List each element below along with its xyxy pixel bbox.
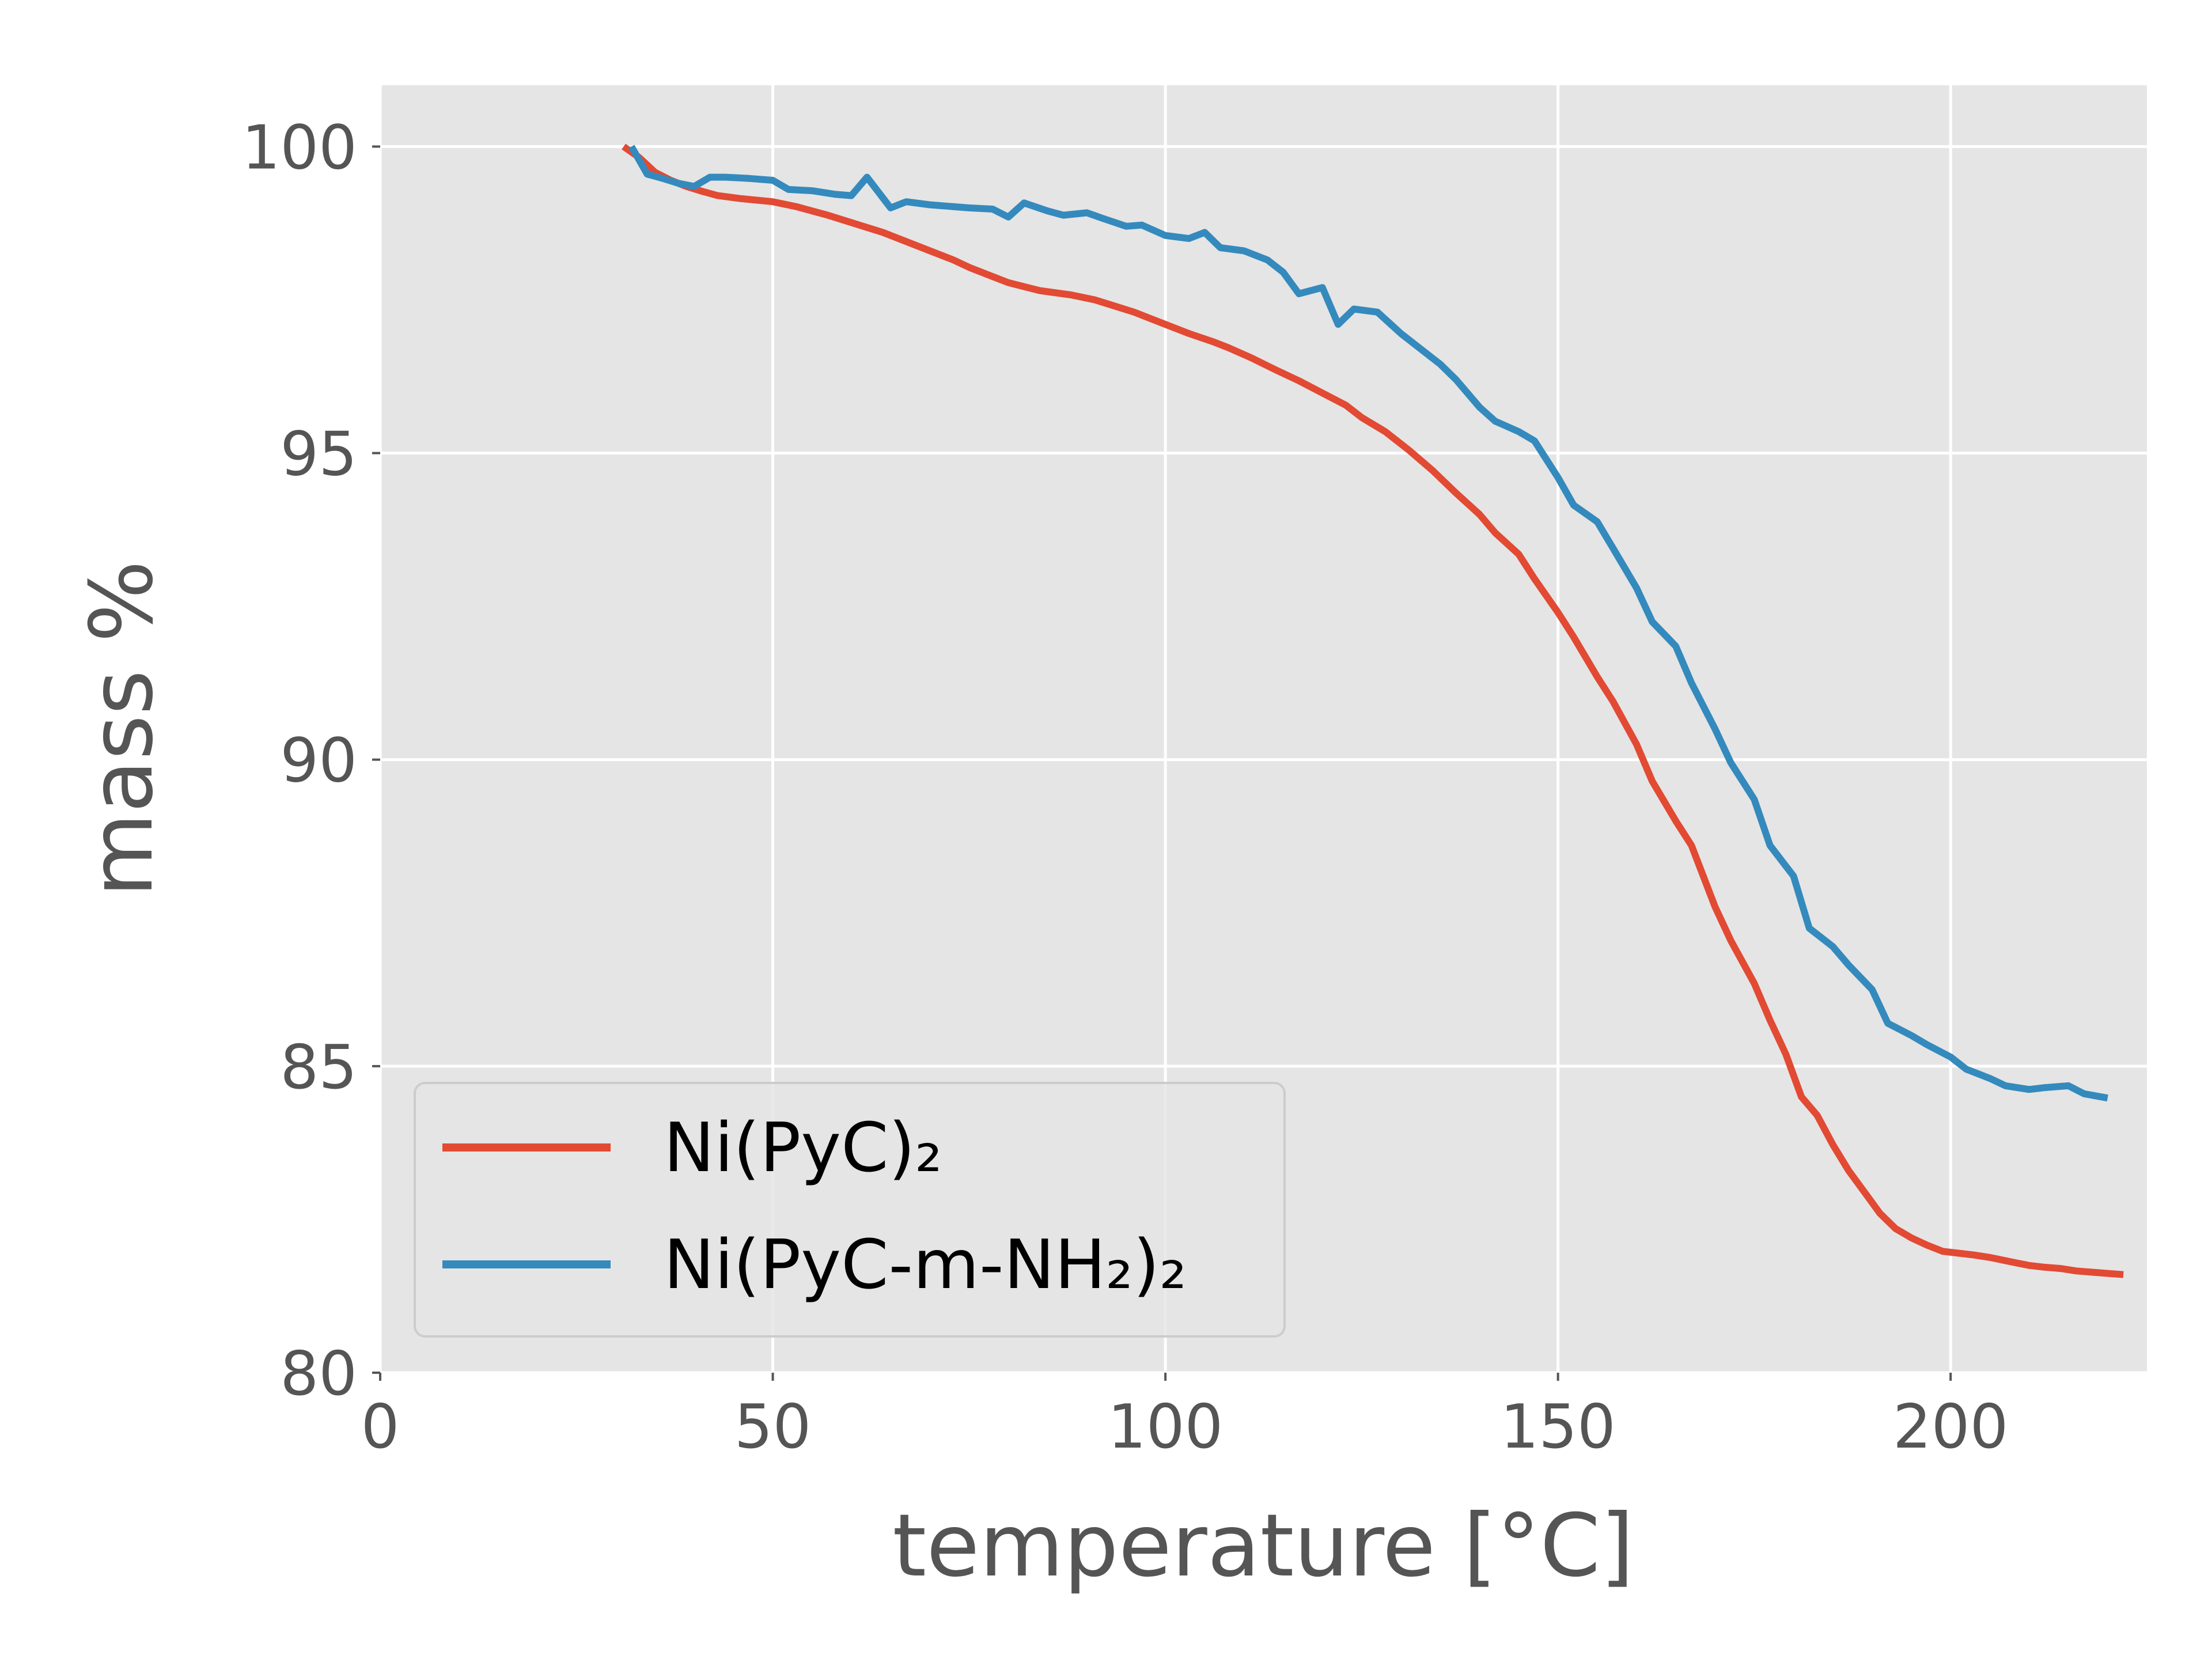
x-axis-label: temperature [°C] bbox=[892, 1496, 1634, 1596]
y-axis-label: mass % bbox=[72, 560, 172, 897]
y-tick-label: 100 bbox=[242, 112, 357, 183]
series-line-0 bbox=[622, 143, 2124, 1278]
x-tick-label: 200 bbox=[1893, 1392, 2008, 1462]
y-tick-label: 95 bbox=[280, 419, 357, 490]
tick-layer: 0 50 100 150 200 80 85 90 95 100 bbox=[242, 112, 2009, 1462]
x-tick-label: 50 bbox=[734, 1392, 812, 1462]
x-tick-label: 0 bbox=[361, 1392, 400, 1462]
x-tick-label: 100 bbox=[1108, 1392, 1223, 1462]
legend-label-ni-pyc-m-nh2: Ni(PyC-m-NH₂)₂ bbox=[664, 1225, 1187, 1304]
legend-label-ni-pyc: Ni(PyC)₂ bbox=[664, 1108, 942, 1187]
legend-frame bbox=[414, 1082, 1286, 1338]
legend: Ni(PyC)₂ Ni(PyC-m-NH₂)₂ bbox=[414, 1082, 1286, 1338]
y-tick-label: 80 bbox=[280, 1339, 357, 1409]
x-tick-label: 150 bbox=[1500, 1392, 1615, 1462]
grid bbox=[378, 85, 2147, 1374]
y-tick-label: 90 bbox=[280, 726, 357, 796]
series-layer bbox=[622, 143, 2124, 1278]
series-line-1 bbox=[628, 145, 2108, 1102]
y-tick-label: 85 bbox=[280, 1032, 357, 1103]
